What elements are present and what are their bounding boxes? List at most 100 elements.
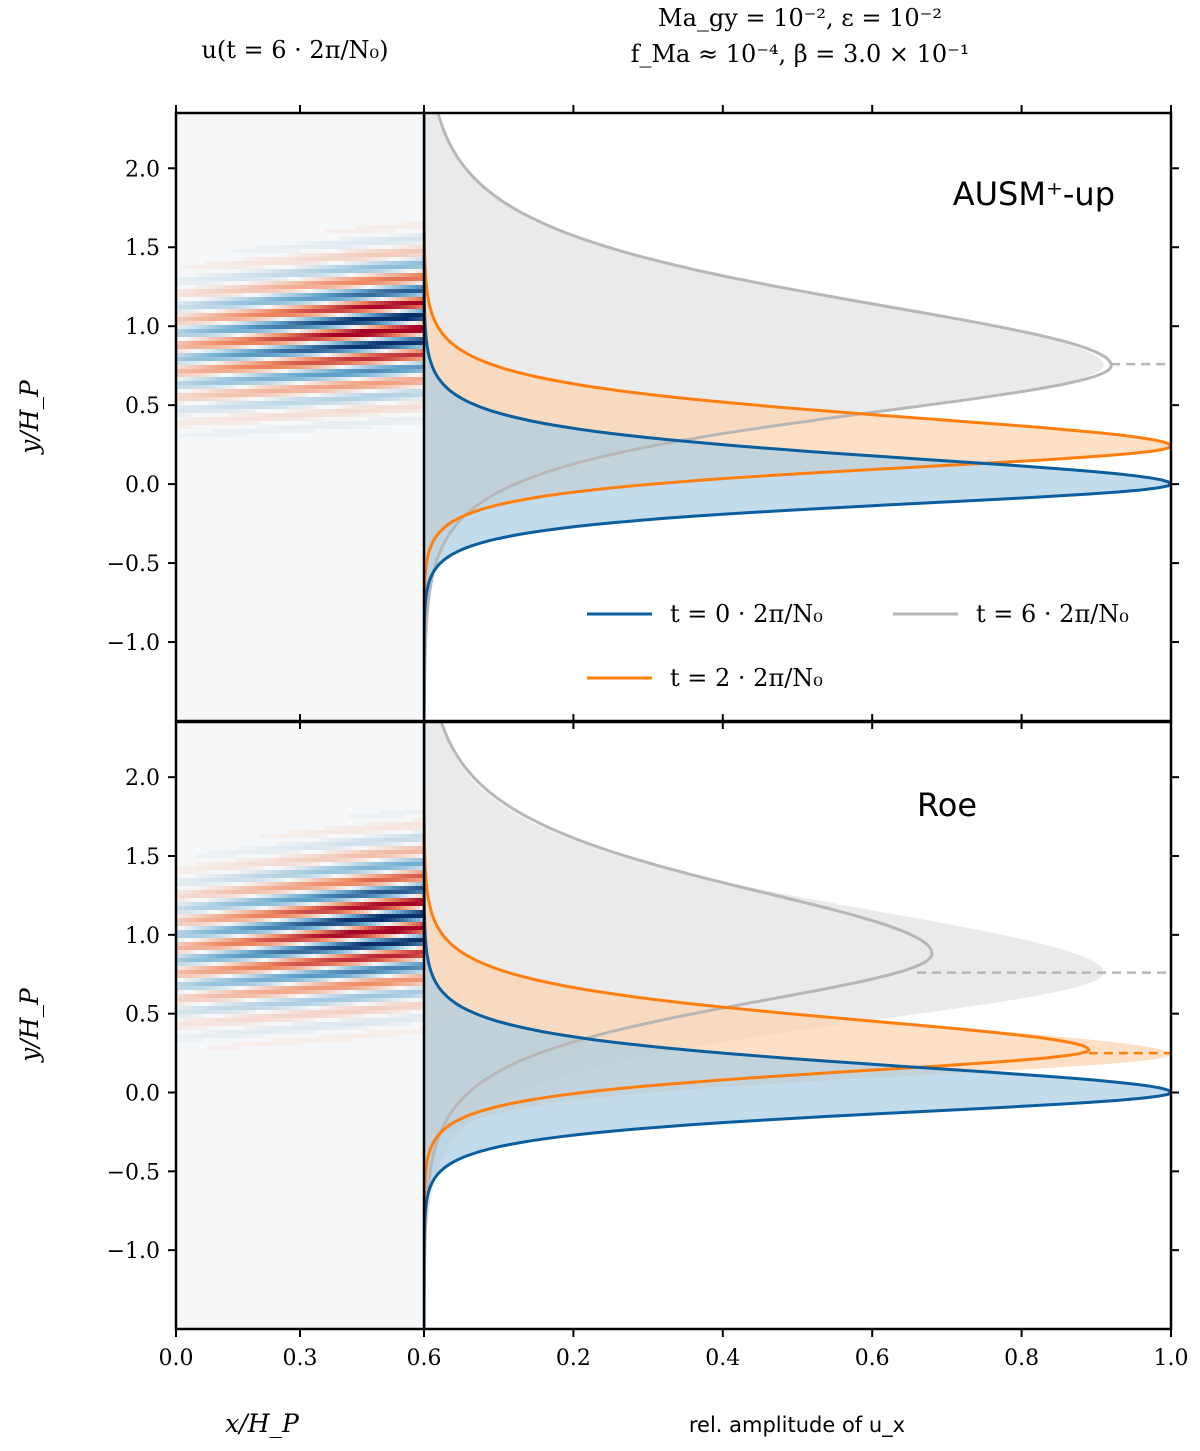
bottom-heatmap-cell <box>260 926 264 930</box>
bottom-heatmap-cell <box>336 898 340 902</box>
bottom-heatmap-cell <box>180 1034 184 1038</box>
top-heatmap-cell <box>256 329 260 333</box>
bottom-heatmap-cell <box>176 1002 180 1006</box>
top-heatmap-cell <box>292 401 296 405</box>
top-heatmap-cell <box>308 241 312 245</box>
top-heatmap-cell <box>252 393 256 397</box>
bottom-heatmap-cell <box>328 854 332 858</box>
bottom-heatmap-cell <box>300 962 304 966</box>
top-heatmap-cell <box>376 357 380 361</box>
bottom-heatmap-cell <box>224 874 228 878</box>
top-heatmap-cell <box>316 297 320 301</box>
top-heatmap-cell <box>324 281 328 285</box>
top-heatmap-cell <box>312 385 316 389</box>
top-heatmap-cell <box>384 329 388 333</box>
top-heatmap-cell <box>260 369 264 373</box>
bottom-heatmap-cell <box>176 894 180 898</box>
bottom-heatmap-cell <box>348 1006 352 1010</box>
bottom-heatmap-cell <box>276 874 280 878</box>
top-heatmap-cell <box>300 417 304 421</box>
top-heatmap-cell <box>232 277 236 281</box>
top-heatmap-cell <box>412 357 416 361</box>
bottom-heatmap-cell <box>268 930 272 934</box>
bottom-heatmap-cell <box>300 946 304 950</box>
top-heatmap-cell <box>400 361 404 365</box>
bottom-heatmap-cell <box>204 918 208 922</box>
bottom-heatmap-cell <box>364 894 368 898</box>
bottom-heatmap-cell <box>272 1042 276 1046</box>
top-heatmap-cell <box>224 433 228 437</box>
bottom-heatmap-cell <box>336 970 340 974</box>
bottom-heatmap-cell <box>296 894 300 898</box>
top-heatmap-cell <box>400 333 404 337</box>
bottom-heatmap-cell <box>268 918 272 922</box>
bottom-heatmap-cell <box>212 1006 216 1010</box>
bottom-heatmap-cell <box>256 974 260 978</box>
top-heatmap-cell <box>236 325 240 329</box>
top-heatmap-cell <box>288 425 292 429</box>
bottom-heatmap-cell <box>336 866 340 870</box>
bottom-heatmap-cell <box>312 966 316 970</box>
bottom-heatmap-cell <box>268 910 272 914</box>
top-heatmap-cell <box>196 289 200 293</box>
bottom-heatmap-cell <box>336 938 340 942</box>
bottom-heatmap-cell <box>208 1046 212 1050</box>
top-heatmap-cell <box>224 337 228 341</box>
bottom-heatmap-cell <box>356 1010 360 1014</box>
bottom-heatmap-cell <box>284 862 288 866</box>
bottom-heatmap-cell <box>204 886 208 890</box>
bottom-heatmap-cell <box>364 830 368 834</box>
top-heatmap-cell <box>252 349 256 353</box>
top-heatmap-cell <box>360 261 364 265</box>
top-heatmap-cell <box>324 313 328 317</box>
top-heatmap-cell <box>376 237 380 241</box>
bottom-heatmap-cell <box>176 1038 180 1042</box>
bottom-heatmap-cell <box>348 902 352 906</box>
bottom-heatmap-cell <box>372 854 376 858</box>
top-heatmap-cell <box>420 405 424 409</box>
top-heatmap-cell <box>232 405 236 409</box>
top-heatmap-cell <box>252 381 256 385</box>
top-heatmap-cell <box>328 321 332 325</box>
top-heatmap-cell <box>192 381 196 385</box>
bottom-heatmap-cell <box>336 1022 340 1026</box>
top-heatmap-cell <box>184 333 188 337</box>
top-heatmap-cell <box>180 301 184 305</box>
bottom-heatmap-cell <box>256 970 260 974</box>
bottom-heatmap-cell <box>292 846 296 850</box>
top-heatmap-cell <box>228 417 232 421</box>
bottom-heatmap-cell <box>332 942 336 946</box>
top-heatmap-cell <box>284 345 288 349</box>
bottom-heatmap-cell <box>248 930 252 934</box>
top-heatmap-cell <box>312 245 316 249</box>
top-heatmap-cell <box>352 245 356 249</box>
top-heatmap-cell <box>412 381 416 385</box>
bottom-heatmap-cell <box>304 870 308 874</box>
top-heatmap-cell <box>240 373 244 377</box>
top-heatmap-cell <box>368 349 372 353</box>
top-heatmap-cell <box>404 341 408 345</box>
bottom-heatmap-cell <box>368 926 372 930</box>
top-heatmap-cell <box>340 237 344 241</box>
top-heatmap-cell <box>348 377 352 381</box>
bottom-heatmap-cell <box>332 1002 336 1006</box>
bottom-heatmap-cell <box>272 966 276 970</box>
top-heatmap-cell <box>292 369 296 373</box>
top-heatmap-cell <box>228 273 232 277</box>
bottom-heatmap-cell <box>316 994 320 998</box>
bottom-heatmap-cell <box>260 862 264 866</box>
top-heatmap-cell <box>192 405 196 409</box>
top-heatmap-cell <box>392 289 396 293</box>
bottom-heatmap-cell <box>300 906 304 910</box>
top-heatmap-cell <box>192 345 196 349</box>
top-heatmap-cell <box>340 289 344 293</box>
bottom-heatmap-cell <box>360 914 364 918</box>
bottom-heatmap-cell <box>252 982 256 986</box>
top-heatmap-cell <box>332 373 336 377</box>
bottom-heatmap-cell <box>312 918 316 922</box>
bottom-heatmap-cell <box>296 850 300 854</box>
top-heatmap-cell <box>240 409 244 413</box>
top-heatmap-cell <box>232 265 236 269</box>
top-heatmap-cell <box>352 405 356 409</box>
bottom-heatmap-cell <box>300 914 304 918</box>
